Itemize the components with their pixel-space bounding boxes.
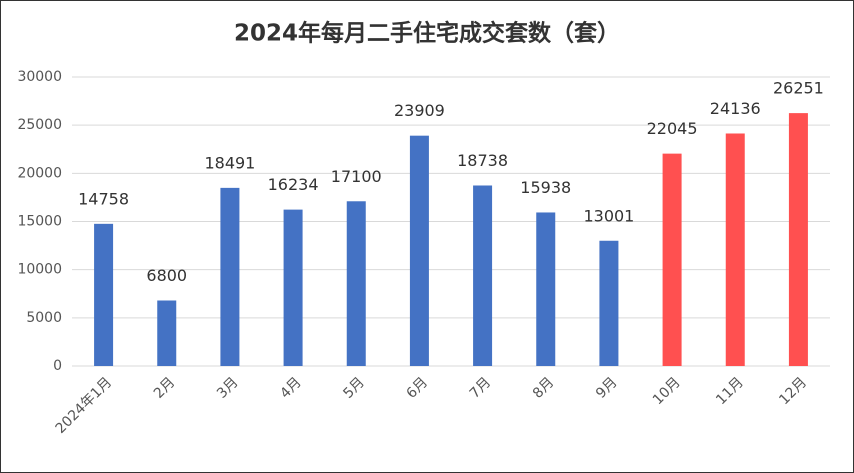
bar: [725, 133, 745, 366]
value-label: 24136: [710, 99, 761, 118]
value-label: 14758: [78, 189, 129, 208]
bar: [157, 300, 177, 366]
y-tick-label: 5000: [26, 310, 62, 326]
bar: [283, 209, 303, 366]
bar: [662, 153, 682, 366]
y-tick-label: 30000: [17, 69, 62, 85]
bar: [220, 187, 240, 366]
value-label: 23909: [394, 101, 445, 120]
y-tick-label: 15000: [17, 214, 62, 230]
bar: [788, 113, 808, 367]
chart-title: 2024年每月二手住宅成交套数（套）: [234, 20, 620, 47]
bar: [94, 223, 114, 366]
bar: [536, 212, 556, 366]
bar: [409, 135, 429, 366]
y-tick-label: 20000: [17, 165, 62, 181]
bar: [346, 201, 366, 366]
bar: [473, 185, 493, 366]
value-label: 26251: [773, 79, 824, 98]
value-label: 6800: [146, 266, 187, 285]
value-label: 17100: [331, 167, 382, 186]
value-label: 15938: [520, 178, 571, 197]
value-label: 22045: [647, 119, 698, 138]
value-label: 16234: [268, 175, 319, 194]
value-label: 18491: [204, 153, 255, 172]
value-label: 18738: [457, 151, 508, 170]
y-tick-label: 0: [53, 358, 62, 374]
bar: [599, 240, 619, 366]
y-tick-label: 25000: [17, 117, 62, 133]
y-tick-label: 10000: [17, 262, 62, 278]
value-label: 13001: [583, 206, 634, 225]
